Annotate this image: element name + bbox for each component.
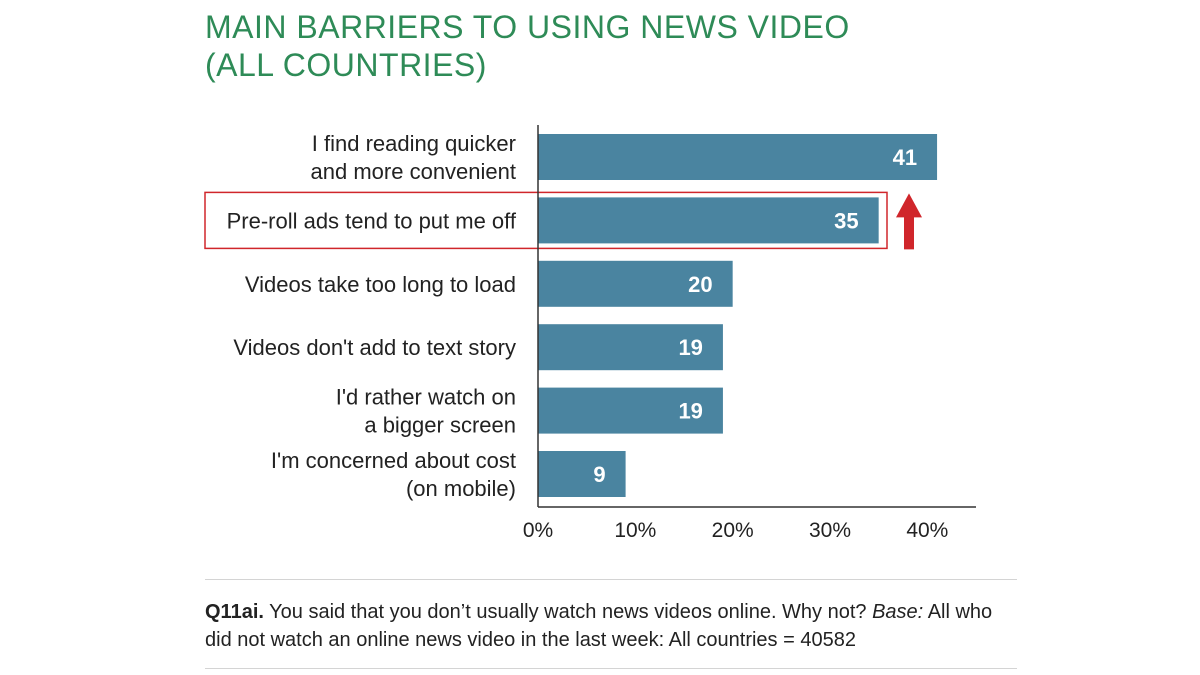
- bar-chart: 41 I find reading quicker and more conveni…: [204, 125, 976, 542]
- bar: [538, 387, 723, 434]
- x-tick-label: 30%: [809, 519, 851, 542]
- bar-value-label: 19: [678, 335, 702, 360]
- footer-top-rule: [205, 579, 1017, 580]
- footnote-question: You said that you don’t usually watch ne…: [263, 601, 873, 623]
- x-tick-label: 0%: [523, 519, 553, 542]
- bar-value-label: 35: [834, 208, 858, 233]
- category-label: (on mobile): [406, 476, 516, 501]
- footnote-code: Q11ai.: [205, 601, 264, 623]
- bar: [538, 260, 733, 307]
- category-label: Videos don't add to text story: [233, 335, 516, 360]
- footnote-base-text: All who did not watch an online news vid…: [205, 601, 993, 651]
- category-label: I'm concerned about cost: [271, 448, 516, 473]
- highlight-box: [204, 191, 888, 250]
- category-label: I'd rather watch on: [336, 385, 516, 410]
- category-label: I find reading quicker: [312, 131, 516, 156]
- category-label: Videos take too long to load: [245, 272, 516, 297]
- bar: [538, 451, 626, 497]
- chart-title-line-1: MAIN BARRIERS TO USING NEWS VIDEO: [205, 9, 850, 45]
- bar-value-label: 19: [678, 399, 702, 424]
- x-tick-label: 20%: [712, 519, 754, 542]
- bar-value-label: 41: [893, 145, 917, 170]
- chart-title: MAIN BARRIERS TO USING NEWS VIDEO (ALL C…: [205, 8, 905, 84]
- chart-title-line-2: (ALL COUNTRIES): [205, 47, 487, 83]
- footnote-base-label: Base:: [872, 601, 924, 623]
- footnote: Q11ai. You said that you don’t usually w…: [205, 598, 1017, 654]
- bar: [538, 324, 723, 371]
- x-tick-label: 40%: [906, 519, 948, 542]
- x-tick-label: 10%: [614, 519, 656, 542]
- category-label: and more convenient: [311, 159, 516, 184]
- bar: [538, 134, 938, 180]
- bar-value-label: 20: [688, 272, 712, 297]
- bar-value-label: 9: [593, 462, 605, 487]
- bar: [538, 197, 879, 244]
- up-arrow-icon: [896, 193, 922, 250]
- category-label: a bigger screen: [364, 413, 516, 438]
- category-label: Pre-roll ads tend to put me off: [227, 208, 517, 233]
- footer-bottom-rule: [205, 668, 1017, 669]
